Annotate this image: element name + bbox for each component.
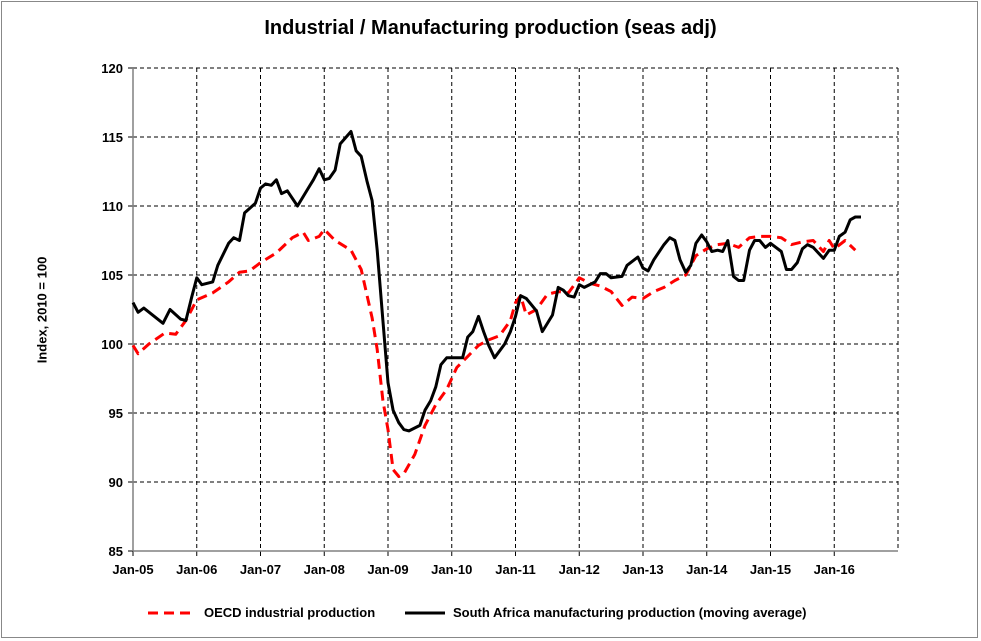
y-tick-label: 115 xyxy=(102,130,123,145)
tick-labels: 85 90 95 100 105 110 115 120 Jan-05 Jan-06 Jan-07 J… xyxy=(101,61,855,577)
x-tick-label: Jan-06 xyxy=(176,562,217,577)
axes xyxy=(128,67,898,556)
legend-item-south-africa: South Africa manufacturing production (m… xyxy=(405,605,806,620)
y-tick-label: 90 xyxy=(109,475,123,490)
x-tick-label: Jan-10 xyxy=(431,562,472,577)
x-tick-label: Jan-09 xyxy=(367,562,408,577)
y-tick-label: 100 xyxy=(101,337,123,352)
y-tick-label: 110 xyxy=(102,199,123,214)
x-tick-label: Jan-13 xyxy=(622,562,663,577)
series-lines xyxy=(131,130,861,478)
x-tick-label: Jan-08 xyxy=(304,562,345,577)
legend-item-oecd: OECD industrial production xyxy=(148,605,375,620)
series-line-south-africa xyxy=(131,130,861,433)
x-tick-label: Jan-15 xyxy=(750,562,791,577)
y-tick-label: 85 xyxy=(109,544,123,559)
y-tick-label: 95 xyxy=(109,406,123,421)
x-tick-label: Jan-16 xyxy=(814,562,855,577)
legend-label: OECD industrial production xyxy=(204,605,376,620)
y-tick-label: 105 xyxy=(101,268,123,283)
y-tick-label: 120 xyxy=(101,61,123,76)
x-tick-label: Jan-05 xyxy=(112,562,153,577)
gridlines xyxy=(133,67,899,551)
x-tick-label: Jan-14 xyxy=(686,562,728,577)
legend-swatch-solid-black xyxy=(405,611,445,614)
x-tick-label: Jan-12 xyxy=(559,562,600,577)
legend-swatch-dashed-red xyxy=(148,611,196,614)
chart-title: Industrial / Manufacturing production (s… xyxy=(264,17,717,39)
series-line-oecd xyxy=(131,228,857,478)
x-tick-label: Jan-07 xyxy=(240,562,281,577)
x-tick-label: Jan-11 xyxy=(495,562,535,577)
legend-label: South Africa manufacturing production (m… xyxy=(453,605,807,620)
